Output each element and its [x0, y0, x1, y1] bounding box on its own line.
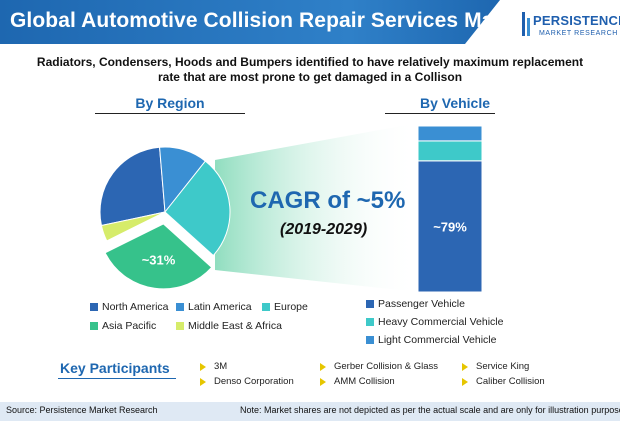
legend-item-light-commercial-vehicle: Light Commercial Vehicle [366, 334, 496, 346]
vehicle-title-underline [385, 113, 495, 114]
legend-swatch [176, 322, 184, 330]
chevron-right-icon [320, 377, 326, 386]
region-pie-chart [99, 146, 231, 290]
legend-swatch [366, 336, 374, 344]
legend-item-heavy-commercial-vehicle: Heavy Commercial Vehicle [366, 316, 503, 328]
persistence-logo: PERSISTENCE MARKET RESEARCH [520, 4, 620, 44]
chevron-right-icon [462, 377, 468, 386]
legend-swatch [262, 303, 270, 311]
highlight-beam [215, 123, 418, 292]
participant-name: Caliber Collision [476, 376, 545, 387]
participant-name: Service King [476, 361, 530, 372]
chevron-right-icon [320, 362, 326, 371]
legend-label: Latin America [188, 301, 252, 313]
cagr-period: (2019-2029) [280, 221, 368, 238]
participant-item: Gerber Collision & Glass [320, 361, 438, 372]
header-banner [0, 0, 500, 44]
key-participants-underline [58, 378, 176, 379]
legend-label: Heavy Commercial Vehicle [378, 316, 504, 328]
participant-item: Service King [462, 361, 529, 372]
legend-swatch [176, 303, 184, 311]
region-title-underline [95, 113, 245, 114]
pie-data-label: ~31% [142, 252, 176, 267]
participant-name: Denso Corporation [214, 376, 294, 387]
legend-label: Middle East & Africa [188, 320, 282, 332]
legend-label: Light Commercial Vehicle [378, 334, 497, 346]
legend-swatch [90, 303, 98, 311]
pie-slice-middle-east-africa [100, 211, 166, 242]
participant-item: 3M [200, 361, 227, 372]
participant-item: Denso Corporation [200, 376, 294, 387]
cagr-headline: CAGR of ~5% [250, 187, 406, 214]
charts-canvas: ~31% ~79% [99, 123, 483, 293]
logo-text: PERSISTENCE [533, 13, 620, 28]
participant-item: AMM Collision [320, 376, 395, 387]
participant-name: AMM Collision [334, 376, 395, 387]
legend-swatch [366, 300, 374, 308]
logo-subtext: MARKET RESEARCH [539, 30, 618, 37]
chevron-right-icon [200, 362, 206, 371]
legend-swatch [90, 322, 98, 330]
participant-name: 3M [214, 361, 228, 372]
legend-item-europe: Europe [262, 301, 308, 313]
key-participants-title: Key Participants [60, 360, 170, 376]
logo-mark-icon [522, 12, 530, 36]
participant-name: Gerber Collision & Glass [334, 361, 439, 372]
bar-segment-heavy-commercial-vehicle [417, 140, 483, 162]
footer-bar [0, 402, 620, 421]
legend-label: North America [102, 301, 169, 313]
legend-item-latin-america: Latin America [176, 301, 252, 313]
pie-slice-north-america [99, 146, 166, 227]
legend-label: Europe [274, 301, 308, 313]
legend-label: Asia Pacific [102, 320, 157, 332]
legend-item-passenger-vehicle: Passenger Vehicle [366, 298, 465, 310]
legend-item-middle-east-africa: Middle East & Africa [176, 320, 282, 332]
legend-item-asia-pacific: Asia Pacific [90, 320, 156, 332]
vehicle-stacked-bar [417, 125, 483, 293]
subtitle-line-1: Radiators, Condensers, Hoods and Bumpers… [36, 55, 584, 69]
bar-data-label: ~79% [433, 219, 467, 234]
chevron-right-icon [462, 362, 468, 371]
pie-slice-europe [164, 160, 231, 257]
legend-label: Passenger Vehicle [378, 298, 465, 310]
chevron-right-icon [200, 377, 206, 386]
footer-source: Source: Persistence Market Research [6, 405, 158, 415]
page-title: Global Automotive Collision Repair Servi… [10, 9, 533, 32]
legend-item-north-america: North America [90, 301, 169, 313]
subtitle-line-2: rate that are most prone to get damaged … [157, 70, 463, 84]
legend-swatch [366, 318, 374, 326]
participant-item: Caliber Collision [462, 376, 545, 387]
footer-note: Note: Market shares are not depicted as … [240, 405, 620, 415]
vehicle-chart-title: By Vehicle [419, 95, 491, 111]
region-chart-title: By Region [135, 95, 205, 111]
bar-segment-passenger-vehicle [417, 160, 483, 293]
chart-subtitle: Radiators, Condensers, Hoods and Bumpers… [20, 55, 600, 85]
bar-segment-light-commercial-vehicle [417, 125, 483, 142]
pie-slice-asia-pacific [104, 223, 213, 290]
